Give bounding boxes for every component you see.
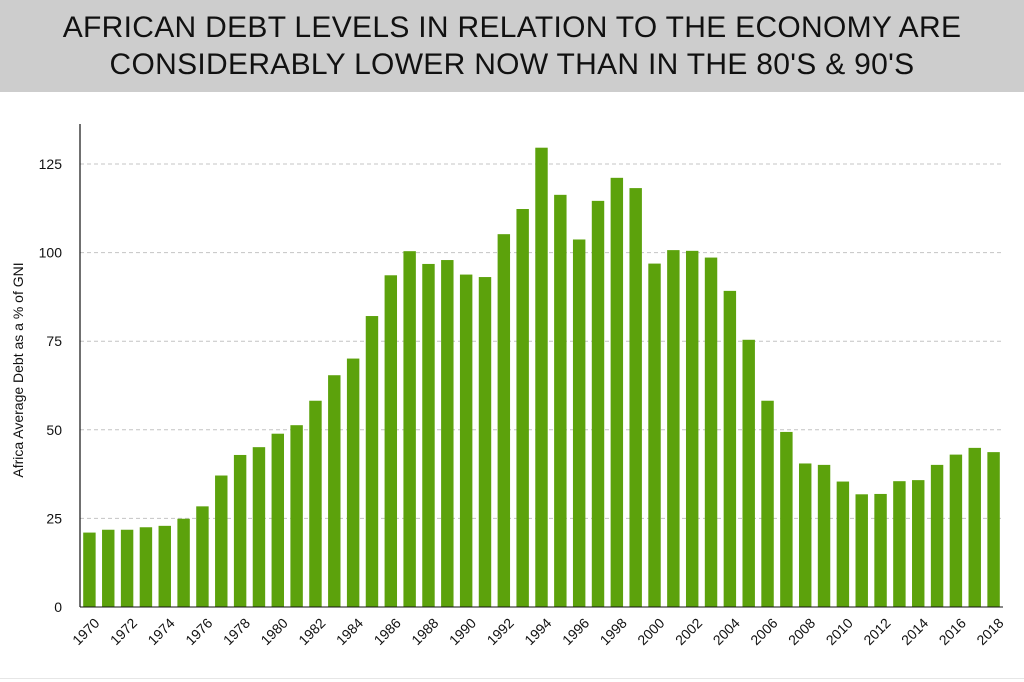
x-tick-label-1986: 1986 (371, 615, 404, 648)
x-tick-label-1984: 1984 (333, 615, 366, 648)
bar-2005 (742, 339, 755, 607)
y-tick-label-25: 25 (46, 510, 62, 526)
bar-1986 (384, 275, 398, 607)
bar-1975 (177, 518, 190, 607)
bar-1985 (365, 316, 379, 607)
bar-2008 (798, 463, 812, 607)
chart-title-line-2: CONSIDERABLY LOWER NOW THAN IN THE 80'S … (109, 48, 915, 81)
bar-2003 (704, 257, 718, 607)
bar-2007 (780, 431, 793, 607)
bar-1973 (139, 527, 153, 607)
bottom-divider (0, 678, 1024, 679)
title-banner: AFRICAN DEBT LEVELS IN RELATION TO THE E… (0, 0, 1024, 92)
bar-2011 (855, 494, 868, 607)
x-tick-label-2008: 2008 (785, 615, 818, 648)
x-tick-label-1996: 1996 (559, 615, 592, 648)
bar-1997 (591, 200, 605, 607)
bar-1995 (554, 194, 567, 607)
x-tick-label-2000: 2000 (634, 615, 667, 648)
x-tick-label-1988: 1988 (408, 615, 441, 648)
x-tick-label-1992: 1992 (484, 615, 517, 648)
bar-1992 (497, 234, 511, 607)
bar-1978 (233, 454, 247, 607)
x-tick-label-1982: 1982 (295, 615, 328, 648)
bar-1981 (290, 425, 303, 607)
bar-1993 (516, 209, 529, 607)
bar-2000 (648, 263, 661, 607)
bar-1980 (271, 433, 285, 607)
chart-title-line-1: AFRICAN DEBT LEVELS IN RELATION TO THE E… (62, 11, 962, 44)
bar-1970 (83, 532, 96, 607)
x-tick-label-2010: 2010 (823, 615, 856, 648)
bar-1987 (403, 251, 416, 607)
bar-2013 (893, 481, 906, 607)
bar-1998 (610, 177, 624, 607)
bar-2015 (930, 464, 944, 607)
bar-2009 (817, 464, 831, 607)
bar-1977 (215, 475, 228, 607)
x-tick-label-1974: 1974 (144, 615, 177, 648)
bar-1971 (102, 529, 115, 607)
x-tick-label-1972: 1972 (107, 615, 140, 648)
bar-1999 (629, 188, 642, 608)
x-tick-label-2002: 2002 (672, 615, 705, 648)
x-tick-label-1970: 1970 (69, 615, 102, 648)
x-tick-label-1990: 1990 (446, 615, 479, 648)
y-tick-label-0: 0 (54, 599, 62, 615)
bar-2012 (874, 493, 887, 607)
y-tick-label-100: 100 (39, 245, 63, 261)
bar-2006 (761, 400, 774, 607)
bar-1983 (328, 375, 341, 607)
x-tick-label-2018: 2018 (973, 615, 1006, 648)
y-tick-label-75: 75 (46, 333, 62, 349)
bar-1979 (252, 447, 266, 607)
bar-1991 (478, 277, 492, 607)
x-tick-label-1994: 1994 (521, 615, 554, 648)
x-tick-label-2006: 2006 (747, 615, 780, 648)
bar-2001 (667, 250, 680, 607)
bar-2014 (912, 480, 925, 607)
bar-1972 (120, 529, 134, 607)
x-tick-label-2016: 2016 (936, 615, 969, 648)
x-tick-label-2012: 2012 (860, 615, 893, 648)
bar-2017 (968, 447, 981, 607)
bar-2010 (836, 481, 850, 607)
bar-2018 (987, 452, 1000, 607)
bar-1976 (196, 506, 209, 607)
bar-1974 (158, 525, 171, 607)
bar-2016 (949, 454, 963, 607)
x-tick-label-1976: 1976 (182, 615, 215, 648)
bar-2004 (723, 290, 737, 607)
y-tick-label-50: 50 (46, 422, 62, 438)
bar-1988 (422, 263, 435, 607)
x-tick-label-2004: 2004 (710, 615, 743, 648)
bar-1990 (459, 274, 473, 607)
x-tick-label-1980: 1980 (257, 615, 290, 648)
bar-1996 (572, 239, 586, 608)
y-axis-label: Africa Average Debt as a % of GNI (10, 262, 26, 478)
bar-1994 (535, 147, 548, 607)
bar-1984 (346, 358, 360, 607)
bar-1989 (441, 260, 454, 607)
bar-2002 (685, 250, 699, 607)
y-tick-label-125: 125 (39, 156, 63, 172)
bar-1982 (309, 400, 322, 607)
x-tick-label-1978: 1978 (220, 615, 253, 648)
x-tick-label-1998: 1998 (597, 615, 630, 648)
x-tick-label-2014: 2014 (898, 615, 931, 648)
